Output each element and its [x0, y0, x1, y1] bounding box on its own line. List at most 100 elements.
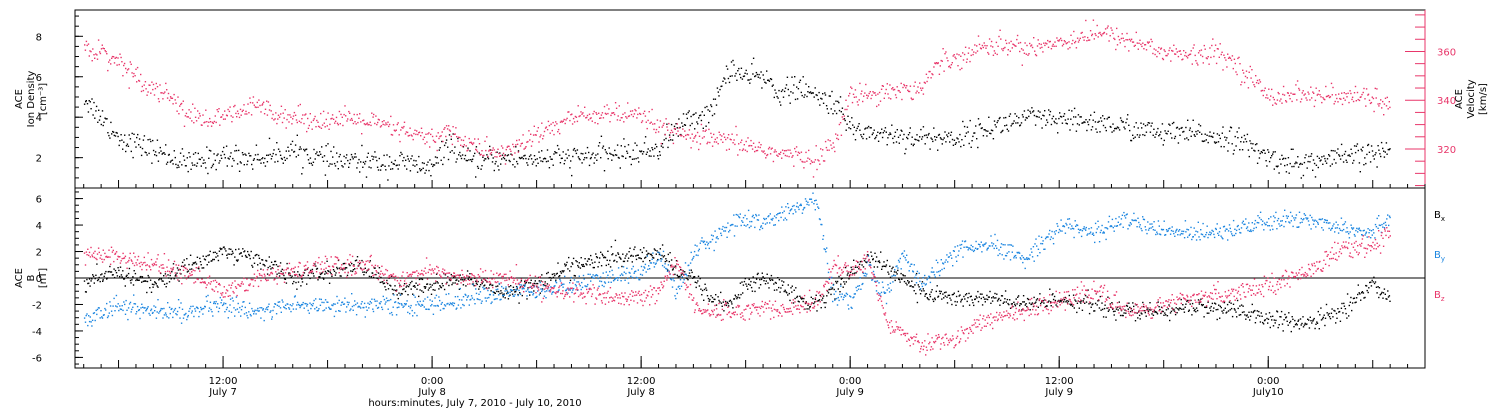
velocity-series-point: [428, 132, 429, 133]
field-series-bx-point: [917, 302, 918, 303]
density-series-point: [912, 137, 913, 138]
density-series-point: [307, 154, 308, 155]
density-series-point: [905, 148, 906, 149]
field-series-by-point: [460, 288, 461, 289]
velocity-series-point: [887, 93, 888, 94]
velocity-series-point: [740, 142, 741, 143]
density-series-point: [698, 117, 699, 118]
velocity-series-point: [363, 120, 364, 121]
velocity-series-point: [1386, 105, 1387, 106]
field-series-by-point: [235, 309, 236, 310]
density-series-point: [1137, 134, 1138, 135]
field-series-bx-point: [251, 251, 252, 252]
density-series-point: [1098, 121, 1099, 122]
field-series-bx-point: [1095, 303, 1096, 304]
density-series-point: [1049, 114, 1050, 115]
velocity-series-point: [775, 151, 776, 152]
density-series-point: [255, 154, 256, 155]
field-series-bx-point: [349, 265, 350, 266]
field-series-by-point: [134, 303, 135, 304]
velocity-series-point: [385, 122, 386, 123]
density-series-point: [689, 110, 690, 111]
field-series-bx-point: [900, 273, 901, 274]
density-series-point: [1337, 148, 1338, 149]
field-series-bx-point: [545, 281, 546, 282]
density-series-point: [480, 169, 481, 170]
field-series-by-point: [248, 311, 249, 312]
field-series-bx-point: [994, 293, 995, 294]
field-series-bx-point: [397, 294, 398, 295]
field-series-bx-point: [1331, 313, 1332, 314]
velocity-series-point: [867, 97, 868, 98]
density-series-point: [766, 70, 767, 71]
field-series-bx-point: [498, 291, 499, 292]
velocity-series-point: [1056, 37, 1057, 38]
field-series-by-point: [177, 311, 178, 312]
field-series-bx-point: [1164, 312, 1165, 313]
density-series-point: [755, 75, 756, 76]
field-series-by-point: [359, 306, 360, 307]
density-series-point: [381, 166, 382, 167]
density-series-point: [677, 127, 678, 128]
velocity-series-point: [932, 74, 933, 75]
field-series-by-point: [178, 299, 179, 300]
velocity-series-point: [816, 145, 817, 146]
density-series-point: [1112, 123, 1113, 124]
field-series-bx-point: [753, 276, 754, 277]
velocity-series-point: [349, 113, 350, 114]
field-series-bx-point: [116, 272, 117, 273]
density-series-point: [442, 164, 443, 165]
density-series-point: [955, 144, 956, 145]
density-series-point: [313, 162, 314, 163]
velocity-series-point: [1118, 36, 1119, 37]
density-series-point: [777, 97, 778, 98]
velocity-series-point: [866, 95, 867, 96]
velocity-series-point: [447, 128, 448, 129]
velocity-series-point: [1199, 50, 1200, 51]
density-series-point: [647, 152, 648, 153]
velocity-series-point: [438, 132, 439, 133]
velocity-series-point: [940, 65, 941, 66]
field-series-bx-point: [555, 280, 556, 281]
velocity-series-point: [1071, 43, 1072, 44]
field-series-bx-point: [399, 285, 400, 286]
velocity-series-point: [785, 155, 786, 156]
density-series-point: [415, 160, 416, 161]
field-series-bx-point: [597, 257, 598, 258]
field-series-by-point: [419, 304, 420, 305]
velocity-series-point: [972, 49, 973, 50]
velocity-series-point: [954, 57, 955, 58]
field-series-bx-point: [581, 257, 582, 258]
density-series-point: [427, 162, 428, 163]
field-series-bx-point: [1145, 312, 1146, 313]
velocity-series-point: [287, 114, 288, 115]
field-series-bx-point: [477, 284, 478, 285]
density-series-point: [86, 100, 87, 101]
velocity-series-point: [753, 143, 754, 144]
field-series-bx-point: [202, 267, 203, 268]
field-series-bx-point: [209, 254, 210, 255]
density-series-point: [1209, 131, 1210, 132]
velocity-series-point: [485, 150, 486, 151]
velocity-series-point: [636, 117, 637, 118]
field-series-bx-point: [403, 288, 404, 289]
velocity-series-point: [345, 115, 346, 116]
field-series-bx-point: [957, 301, 958, 302]
velocity-series-point: [143, 90, 144, 91]
density-series-point: [156, 155, 157, 156]
density-series-point: [1101, 120, 1102, 121]
density-series-point: [1332, 163, 1333, 164]
density-series-point: [403, 157, 404, 158]
density-series-point: [978, 118, 979, 119]
velocity-series-point: [1017, 35, 1018, 36]
field-series-bx-point: [874, 266, 875, 267]
field-series-by-point: [214, 301, 215, 302]
density-series-point: [624, 146, 625, 147]
field-series-bx-point: [1049, 289, 1050, 290]
field-series-bx-point: [976, 296, 977, 297]
velocity-series-point: [1042, 51, 1043, 52]
velocity-series-point: [1170, 60, 1171, 61]
density-series-point: [1291, 149, 1292, 150]
field-series-by-point: [478, 294, 479, 295]
